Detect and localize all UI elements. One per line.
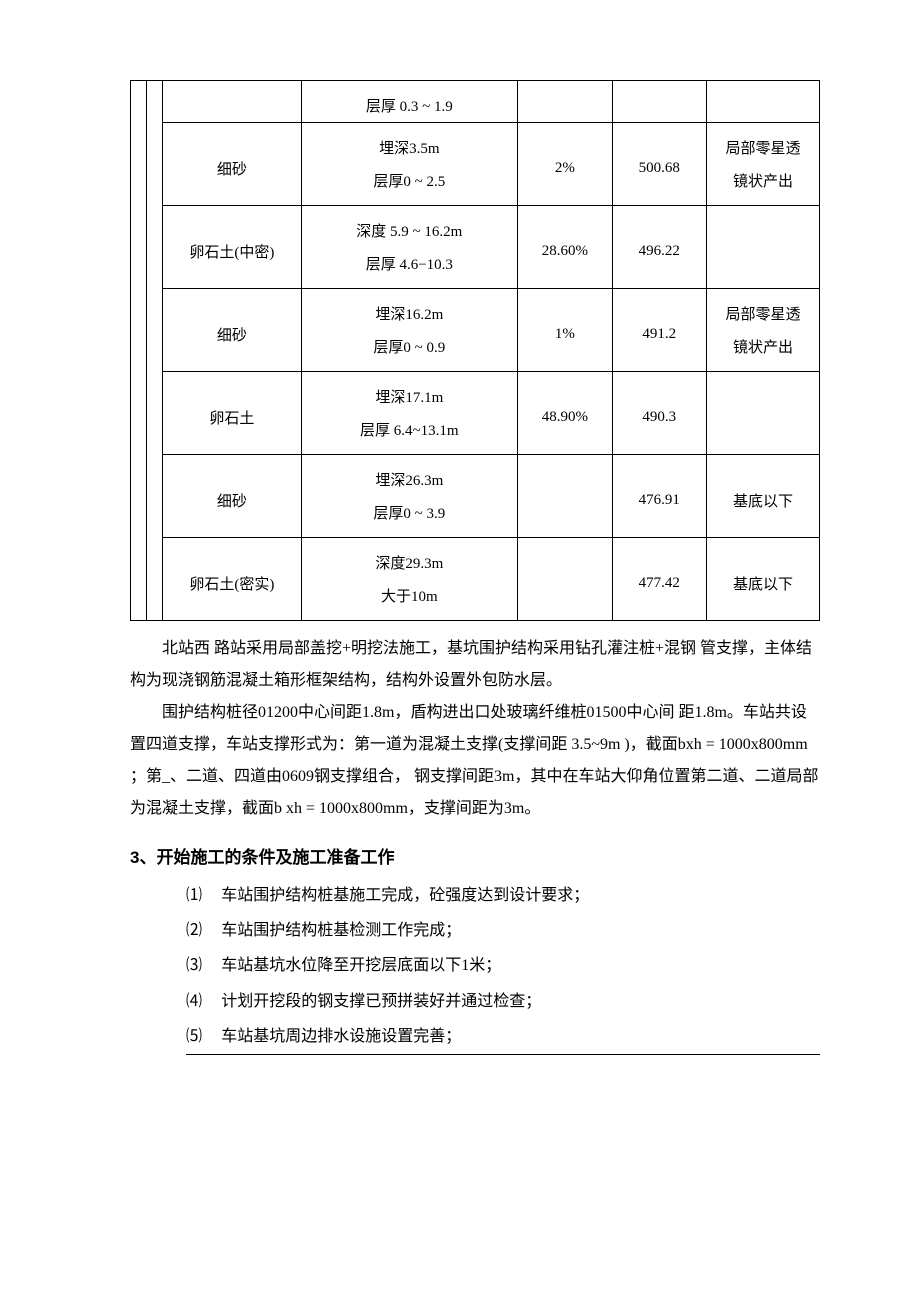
soil-name: 卵石土(中密) bbox=[163, 206, 301, 289]
pct-cell bbox=[518, 81, 612, 123]
list-item: ⑴车站围护结构桩基施工完成，砼强度达到设计要求； bbox=[186, 878, 820, 913]
section-heading: 3、开始施工的条件及施工准备工作 bbox=[130, 843, 820, 868]
val-cell: 496.22 bbox=[612, 206, 706, 289]
list-item: ⑸车站基坑周边排水设施设置完善； bbox=[186, 1019, 820, 1055]
pct-cell: 28.60% bbox=[518, 206, 612, 289]
list-item: ⑷计划开挖段的钢支撑已预拼装好并通过检查； bbox=[186, 984, 820, 1019]
table-row: 卵石土(中密) 深度 5.9 ~ 16.2m 层厚 4.6−10.3 28.60… bbox=[131, 206, 820, 289]
item-text: 车站围护结构桩基检测工作完成； bbox=[221, 922, 461, 939]
geology-table: 层厚 0.3 ~ 1.9 细砂 埋深3.5m 层厚0 ~ 2.5 2% 500.… bbox=[130, 80, 820, 621]
table-row: 卵石土 埋深17.1m 层厚 6.4~13.1m 48.90% 490.3 bbox=[131, 372, 820, 455]
item-number: ⑷ bbox=[186, 984, 221, 1019]
val-cell bbox=[612, 81, 706, 123]
depth-cell: 埋深26.3m 层厚0 ~ 3.9 bbox=[301, 455, 518, 538]
item-number: ⑴ bbox=[186, 878, 221, 913]
item-text: 车站基坑水位降至开挖层底面以下1米； bbox=[221, 957, 501, 974]
note-cell bbox=[707, 372, 820, 455]
val-cell: 476.91 bbox=[612, 455, 706, 538]
gutter-cell bbox=[147, 81, 163, 621]
val-cell: 477.42 bbox=[612, 538, 706, 621]
note-cell: 局部零星透 镜状产出 bbox=[707, 289, 820, 372]
table-row: 层厚 0.3 ~ 1.9 bbox=[131, 81, 820, 123]
table-row: 卵石土(密实) 深度29.3m 大于10m 477.42 基底以下 bbox=[131, 538, 820, 621]
soil-name: 细砂 bbox=[163, 455, 301, 538]
pct-cell: 2% bbox=[518, 123, 612, 206]
item-number: ⑸ bbox=[186, 1019, 221, 1054]
depth-cell: 埋深3.5m 层厚0 ~ 2.5 bbox=[301, 123, 518, 206]
prep-list: ⑴车站围护结构桩基施工完成，砼强度达到设计要求； ⑵车站围护结构桩基检测工作完成… bbox=[130, 878, 820, 1055]
val-cell: 490.3 bbox=[612, 372, 706, 455]
soil-name: 细砂 bbox=[163, 123, 301, 206]
list-item: ⑶车站基坑水位降至开挖层底面以下1米； bbox=[186, 948, 820, 983]
depth-cell: 深度 5.9 ~ 16.2m 层厚 4.6−10.3 bbox=[301, 206, 518, 289]
table-row: 细砂 埋深3.5m 层厚0 ~ 2.5 2% 500.68 局部零星透 镜状产出 bbox=[131, 123, 820, 206]
note-cell: 基底以下 bbox=[707, 455, 820, 538]
item-text: 车站基坑周边排水设施设置完善； bbox=[221, 1028, 461, 1045]
soil-name: 卵石土 bbox=[163, 372, 301, 455]
val-cell: 491.2 bbox=[612, 289, 706, 372]
table-row: 细砂 埋深26.3m 层厚0 ~ 3.9 476.91 基底以下 bbox=[131, 455, 820, 538]
item-text: 计划开挖段的钢支撑已预拼装好并通过检查； bbox=[221, 993, 541, 1010]
depth-cell: 深度29.3m 大于10m bbox=[301, 538, 518, 621]
pct-cell bbox=[518, 538, 612, 621]
pct-cell bbox=[518, 455, 612, 538]
depth-cell: 埋深16.2m 层厚0 ~ 0.9 bbox=[301, 289, 518, 372]
note-cell bbox=[707, 206, 820, 289]
gutter-cell bbox=[131, 81, 147, 621]
table-row: 细砂 埋深16.2m 层厚0 ~ 0.9 1% 491.2 局部零星透 镜状产出 bbox=[131, 289, 820, 372]
item-number: ⑵ bbox=[186, 913, 221, 948]
note-cell: 局部零星透 镜状产出 bbox=[707, 123, 820, 206]
val-cell: 500.68 bbox=[612, 123, 706, 206]
body-paragraph: 围护结构桩径01200中心间距1.8m，盾构进出口处玻璃纤维桩01500中心间 … bbox=[130, 697, 820, 825]
depth-cell: 埋深17.1m 层厚 6.4~13.1m bbox=[301, 372, 518, 455]
soil-name: 细砂 bbox=[163, 289, 301, 372]
list-item: ⑵车站围护结构桩基检测工作完成； bbox=[186, 913, 820, 948]
item-text: 车站围护结构桩基施工完成，砼强度达到设计要求； bbox=[221, 887, 589, 904]
soil-name bbox=[163, 81, 301, 123]
pct-cell: 1% bbox=[518, 289, 612, 372]
body-paragraph: 北站西 路站采用局部盖挖+明挖法施工，基坑围护结构采用钻孔灌注桩+混钢 管支撑，… bbox=[130, 633, 820, 697]
note-cell bbox=[707, 81, 820, 123]
item-number: ⑶ bbox=[186, 948, 221, 983]
note-cell: 基底以下 bbox=[707, 538, 820, 621]
depth-cell: 层厚 0.3 ~ 1.9 bbox=[301, 81, 518, 123]
pct-cell: 48.90% bbox=[518, 372, 612, 455]
soil-name: 卵石土(密实) bbox=[163, 538, 301, 621]
